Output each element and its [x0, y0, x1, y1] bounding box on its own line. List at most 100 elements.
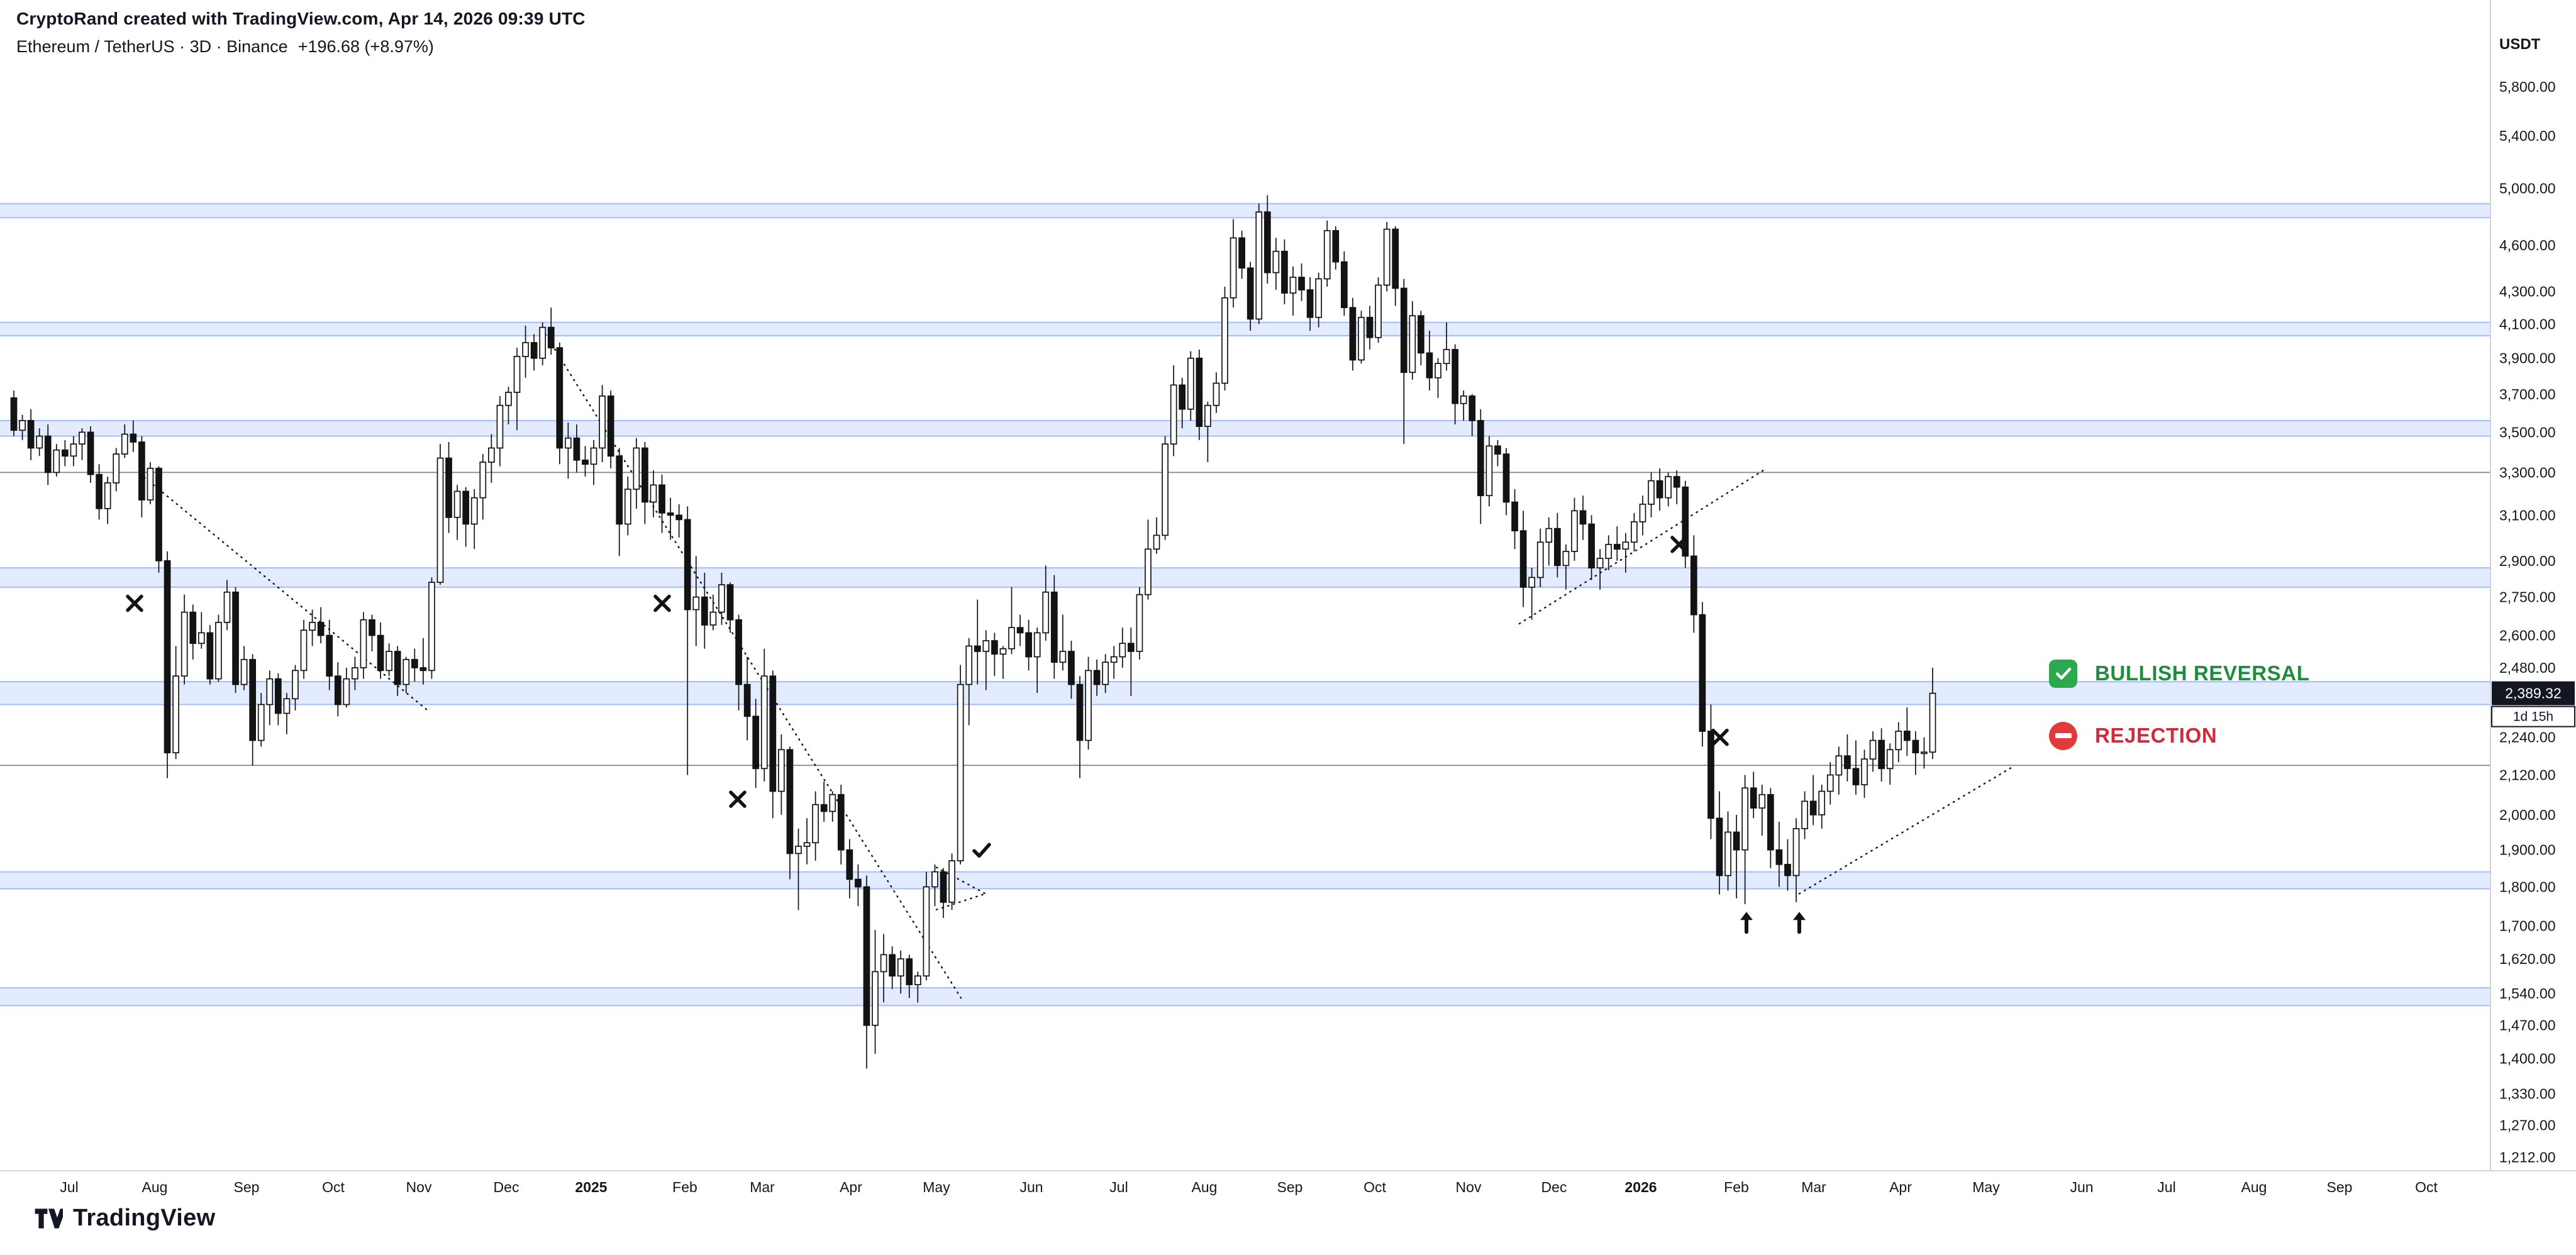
candle	[215, 622, 222, 680]
sr-band[interactable]	[0, 322, 2490, 336]
candle	[1622, 541, 1629, 550]
candle	[1511, 501, 1518, 532]
price-axis[interactable]: USDT 5,800.00 5,400.00 5,000.00 4,600.00 4,30…	[2499, 36, 2556, 1166]
price-axis-label: 2,900.00	[2499, 553, 2556, 569]
sr-band[interactable]	[0, 987, 2490, 1006]
price-axis-label: 5,400.00	[2499, 128, 2556, 144]
time-axis-label: Nov	[406, 1179, 432, 1195]
trendline[interactable]	[1798, 766, 2014, 895]
candle	[1230, 237, 1237, 299]
arrow-up-mark[interactable]	[1740, 912, 1753, 934]
candle	[684, 519, 691, 611]
candle	[1648, 480, 1655, 505]
time-axis-label: Oct	[1363, 1179, 1386, 1195]
candle	[36, 435, 43, 449]
sr-band[interactable]	[0, 871, 2490, 889]
candle	[1128, 643, 1135, 652]
price-axis-label: 1,400.00	[2499, 1051, 2556, 1067]
candle	[599, 395, 606, 449]
candle	[1042, 591, 1050, 634]
trendline[interactable]	[935, 893, 987, 910]
legend-bullish-reversal[interactable]: BULLISH REVERSAL	[2049, 659, 2309, 688]
x-mark[interactable]	[653, 594, 671, 612]
time-axis-label: Aug	[2241, 1179, 2267, 1195]
candle	[530, 342, 538, 359]
tradingview-logo[interactable]: TradingView	[34, 1205, 215, 1232]
price-axis-label: 5,000.00	[2499, 180, 2556, 197]
candle	[1921, 751, 1928, 755]
candle	[1835, 755, 1843, 776]
price-axis-label: 2,240.00	[2499, 729, 2556, 746]
trendline[interactable]	[1518, 468, 1767, 625]
candle	[590, 447, 597, 465]
candle	[343, 678, 350, 705]
candle	[197, 632, 205, 644]
sr-band[interactable]	[0, 568, 2490, 587]
time-axis-label: Nov	[1456, 1179, 1482, 1195]
candle	[360, 619, 367, 668]
candle	[624, 489, 631, 525]
candle	[1170, 384, 1177, 445]
chart-marks[interactable]	[126, 536, 1806, 934]
candle	[121, 433, 128, 455]
symbol-title: Ethereum / TetherUS · 3D · Binance	[16, 37, 288, 56]
candle	[1733, 831, 1740, 851]
candle	[1844, 755, 1851, 770]
check-mark[interactable]	[972, 843, 991, 858]
candle	[1255, 211, 1263, 320]
sr-bands[interactable]	[0, 202, 2490, 1007]
candle	[675, 514, 683, 521]
time-axis-label: Jul	[60, 1179, 78, 1195]
candle	[778, 749, 785, 792]
candle	[1452, 349, 1458, 404]
candle	[1741, 787, 1749, 851]
price-axis-label: 1,540.00	[2499, 985, 2556, 1002]
candle	[1093, 670, 1101, 685]
candle	[820, 804, 828, 812]
time-axis[interactable]: Jul Aug Sep Oct Nov Dec 2025 Feb Mar Apr May Jun Jul…	[60, 1179, 2438, 1195]
time-axis-label: Apr	[840, 1179, 862, 1195]
candle	[906, 958, 913, 985]
x-mark[interactable]	[729, 790, 747, 808]
candle	[1562, 551, 1570, 567]
candle	[1545, 528, 1553, 543]
candle	[701, 596, 708, 626]
sr-band[interactable]	[0, 420, 2490, 436]
candle	[1852, 768, 1860, 785]
candle	[1767, 793, 1774, 851]
price-axis-label: 4,300.00	[2499, 284, 2556, 300]
sr-band[interactable]	[0, 203, 2490, 218]
x-mark[interactable]	[1711, 728, 1729, 746]
candle	[1605, 544, 1613, 559]
candle	[1418, 315, 1424, 354]
arrow-up-mark[interactable]	[1793, 912, 1806, 934]
time-axis-label: May	[1972, 1179, 2000, 1195]
candle	[1826, 774, 1834, 792]
candle	[1502, 453, 1510, 503]
candle	[1323, 229, 1331, 280]
candle	[1460, 395, 1467, 404]
candle	[940, 871, 947, 903]
candle	[19, 420, 26, 431]
horizontal-lines[interactable]	[0, 472, 2490, 766]
svg-text:1d 15h: 1d 15h	[2513, 710, 2553, 724]
candle	[1409, 315, 1416, 373]
x-mark[interactable]	[126, 594, 143, 612]
candle	[1281, 250, 1288, 294]
no-entry-icon	[2049, 721, 2077, 750]
legend-rejection[interactable]: REJECTION	[2049, 721, 2309, 750]
x-mark[interactable]	[1670, 536, 1688, 553]
candle	[1332, 229, 1340, 263]
candle	[53, 449, 60, 473]
candle	[1775, 849, 1783, 865]
time-axis-label: Sep	[2327, 1179, 2353, 1195]
time-axis-label: Dec	[494, 1179, 519, 1195]
time-axis-label: Jun	[1019, 1179, 1043, 1195]
candle	[1272, 250, 1280, 274]
chart-header: CryptoRand created with TradingView.com,…	[16, 9, 586, 57]
time-axis-label: May	[923, 1179, 950, 1195]
candle	[1221, 297, 1228, 384]
candle	[70, 443, 77, 457]
